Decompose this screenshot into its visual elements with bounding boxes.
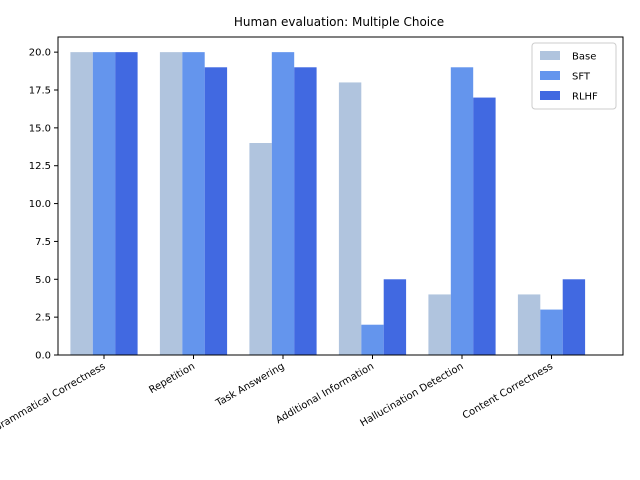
- bar-sft-4: [450, 67, 474, 356]
- bar-base-4: [428, 294, 451, 355]
- legend: Base SFT RLHF: [531, 42, 617, 110]
- legend-swatch-sft: [540, 71, 560, 80]
- legend-label-sft: SFT: [572, 72, 591, 83]
- chart-title: Human evaluation: Multiple Choice: [234, 15, 444, 29]
- bar-sft-3: [361, 324, 384, 355]
- y-tick-label: 5.0: [35, 275, 51, 286]
- bars-group: [70, 52, 586, 356]
- y-tick-label: 20.0: [29, 48, 51, 59]
- bar-rlhf-5: [562, 279, 586, 355]
- y-tick-label: 2.5: [35, 313, 51, 324]
- x-tick-label: Additional Information: [274, 361, 376, 426]
- y-axis: 0.0 2.5 5.0 7.5 10.0 12.5 15.0 17.5 20.0: [29, 48, 58, 362]
- y-tick-label: 15.0: [29, 123, 51, 134]
- bar-rlhf-1: [204, 67, 228, 356]
- y-tick-label: 17.5: [29, 86, 51, 97]
- bar-sft-2: [271, 52, 295, 356]
- legend-label-rlhf: RLHF: [572, 92, 598, 103]
- bar-rlhf-0: [115, 52, 138, 356]
- bar-base-5: [517, 294, 541, 355]
- bar-base-0: [70, 52, 93, 356]
- y-tick-label: 10.0: [29, 199, 51, 210]
- bar-rlhf-2: [294, 67, 317, 356]
- bar-rlhf-4: [473, 97, 496, 356]
- legend-swatch-base: [540, 51, 560, 60]
- legend-swatch-rlhf: [540, 91, 560, 100]
- x-tick-label: Content Correctness: [461, 361, 555, 422]
- y-tick-label: 7.5: [35, 237, 51, 248]
- bar-base-1: [159, 52, 183, 356]
- bar-rlhf-3: [383, 279, 407, 355]
- x-tick-label: Grammatical Correctness: [0, 361, 107, 434]
- bar-sft-0: [92, 52, 116, 356]
- x-axis: Grammatical Correctness Repetition Task An…: [0, 355, 555, 434]
- y-tick-label: 12.5: [29, 161, 51, 172]
- legend-label-base: Base: [572, 52, 596, 63]
- bar-sft-1: [182, 52, 205, 356]
- x-tick-label: Task Answering: [213, 361, 286, 410]
- plot-frame: [57, 36, 624, 356]
- y-tick-label: 0.0: [35, 351, 51, 362]
- bar-base-3: [338, 82, 362, 355]
- x-tick-label: Repetition: [147, 361, 197, 396]
- bar-sft-5: [540, 309, 563, 355]
- bar-base-2: [249, 143, 272, 355]
